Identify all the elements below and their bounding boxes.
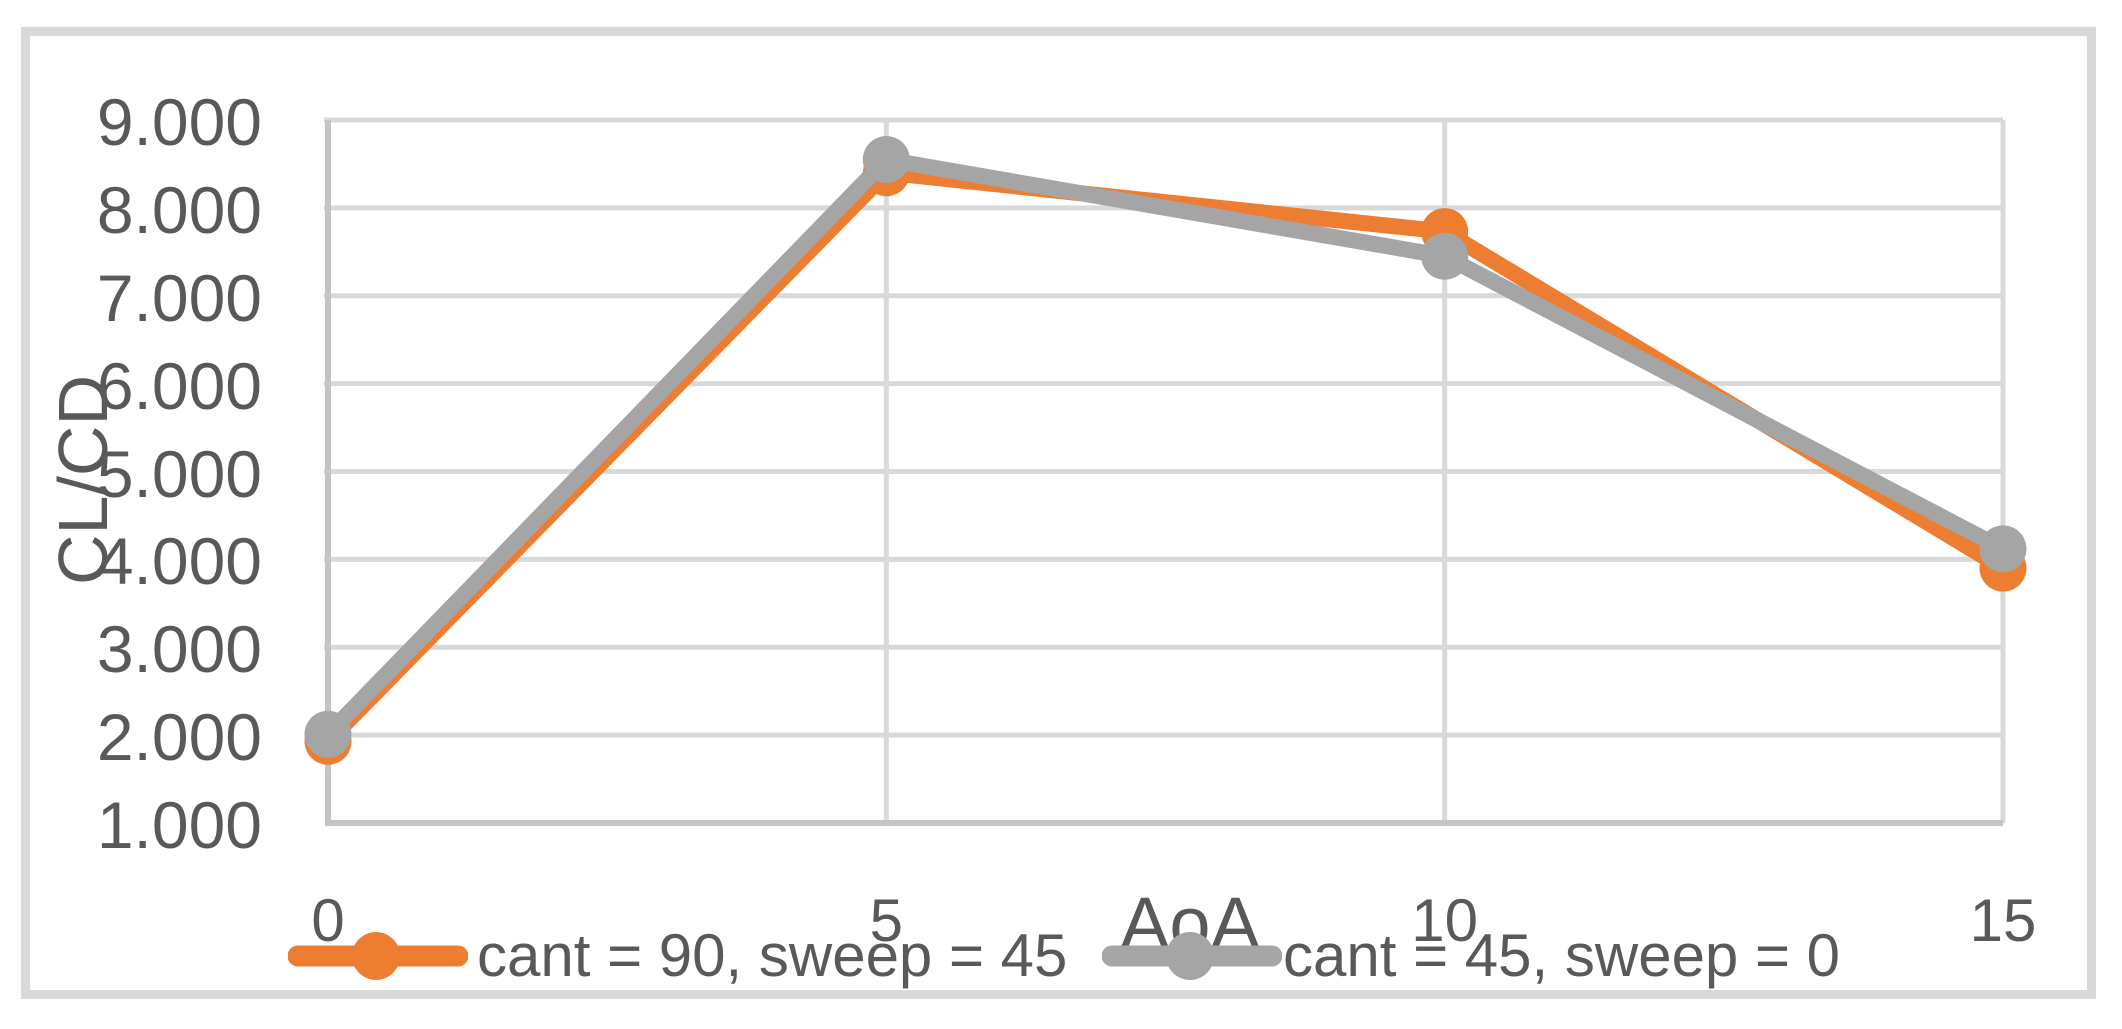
series-2-marker [1979, 525, 2027, 573]
legend-circle-marker [1166, 932, 1214, 980]
x-tick-label: 15 [1969, 887, 2037, 954]
x-tick-label: 0 [311, 887, 345, 954]
y-tick-label: 4.000 [96, 524, 262, 599]
y-tick-label: 1.000 [96, 788, 262, 862]
series-line-1 [320, 164, 2011, 750]
y-tick-label: 2.000 [96, 700, 262, 775]
y-tick-label: 6.000 [96, 348, 262, 423]
series-2-marker [1421, 232, 1469, 280]
y-tick-label: 7.000 [96, 260, 262, 335]
series-2-marker [304, 710, 352, 758]
chart-border [21, 27, 2096, 999]
y-tick-label: 3.000 [96, 612, 262, 687]
legend-marker-series-2 [1102, 932, 1282, 980]
legend-circle-marker [352, 932, 400, 980]
legend-label-series-1: cant = 90, sweep = 45 [477, 922, 1068, 989]
y-tick-label: 5.000 [96, 436, 262, 511]
legend-marker-series-1 [288, 932, 468, 980]
y-tick-label: 8.000 [96, 172, 262, 247]
x-tick-label: 10 [1411, 887, 1479, 954]
legend-label-series-2: cant = 45, sweep = 0 [1283, 922, 1841, 989]
series-2-marker [862, 136, 910, 184]
x-tick-label: 5 [869, 887, 904, 954]
y-tick-label: 9.000 [96, 85, 262, 159]
y-axis-title: CL/CD [44, 374, 122, 586]
series-line-2 [320, 151, 2011, 743]
